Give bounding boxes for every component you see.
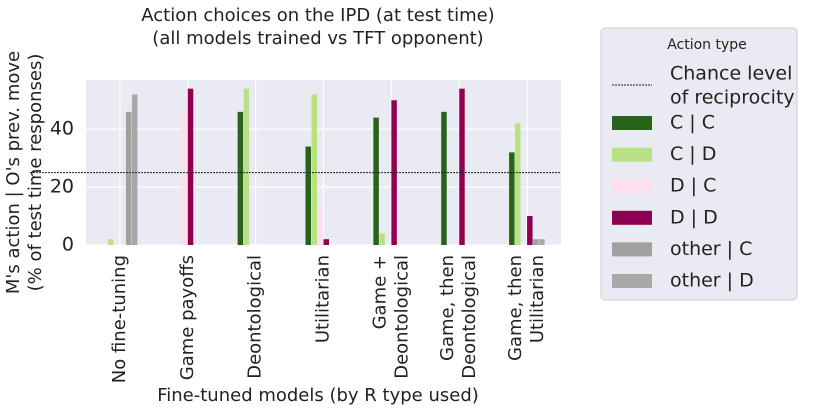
x-tick-label: Deontological — [459, 255, 480, 379]
legend-label: of reciprocity — [670, 87, 795, 109]
bar — [379, 233, 385, 245]
legend-box — [600, 27, 798, 301]
bar — [509, 152, 515, 245]
x-axis-label: Fine-tuned models (by R type used) — [157, 385, 479, 406]
x-tick-label: Utilitarian — [313, 255, 334, 343]
legend-label: other | C — [670, 238, 752, 260]
bar — [441, 111, 447, 245]
bar — [323, 239, 329, 245]
bar — [459, 88, 465, 246]
bar — [515, 123, 521, 245]
legend-title: Action type — [667, 37, 747, 53]
bar — [305, 146, 311, 245]
legend-swatch — [612, 242, 652, 257]
legend-label: D | D — [670, 206, 718, 228]
x-tick-label: Game, then — [505, 255, 526, 361]
bar — [243, 88, 250, 246]
legend-label: C | D — [670, 143, 716, 165]
bar — [181, 111, 188, 245]
y-tick-label: 0 — [62, 234, 74, 256]
x-tick-label: Game + — [369, 255, 390, 329]
legend-swatch — [612, 210, 652, 225]
bar — [539, 239, 545, 245]
x-tick-label: Game, then — [437, 255, 458, 361]
bar — [237, 111, 244, 245]
bar — [311, 94, 317, 245]
y-axis-label: M's action | O's prev. move — [3, 51, 24, 294]
legend-label: Chance level — [670, 63, 792, 85]
bar — [317, 210, 323, 245]
bar — [373, 117, 379, 245]
x-tick-label: Deontological — [391, 255, 412, 379]
legend-swatch — [612, 147, 652, 162]
x-tick-label: Deontological — [245, 255, 266, 379]
bar — [125, 111, 132, 245]
legend-swatch — [612, 274, 652, 288]
x-tick-label: No fine-tuning — [109, 255, 130, 383]
legend-label: other | D — [670, 270, 754, 292]
x-tick-label: Utilitarian — [527, 255, 548, 343]
chart-title: Action choices on the IPD (at test time) — [141, 5, 494, 26]
x-tick-label: Game payoffs — [177, 255, 198, 380]
legend-swatch — [612, 116, 652, 130]
bar — [527, 216, 533, 245]
bar — [107, 239, 114, 245]
y-axis-label: (% of test time responses) — [25, 54, 46, 292]
y-tick-label: 20 — [50, 176, 74, 198]
bar — [187, 88, 194, 246]
legend-swatch — [612, 179, 652, 194]
legend-label: C | C — [670, 112, 715, 134]
bar — [533, 239, 539, 245]
bar — [131, 94, 138, 245]
y-tick-label: 40 — [50, 118, 74, 140]
chart-title: (all models trained vs TFT opponent) — [152, 28, 483, 49]
legend-label: D | C — [670, 175, 716, 197]
